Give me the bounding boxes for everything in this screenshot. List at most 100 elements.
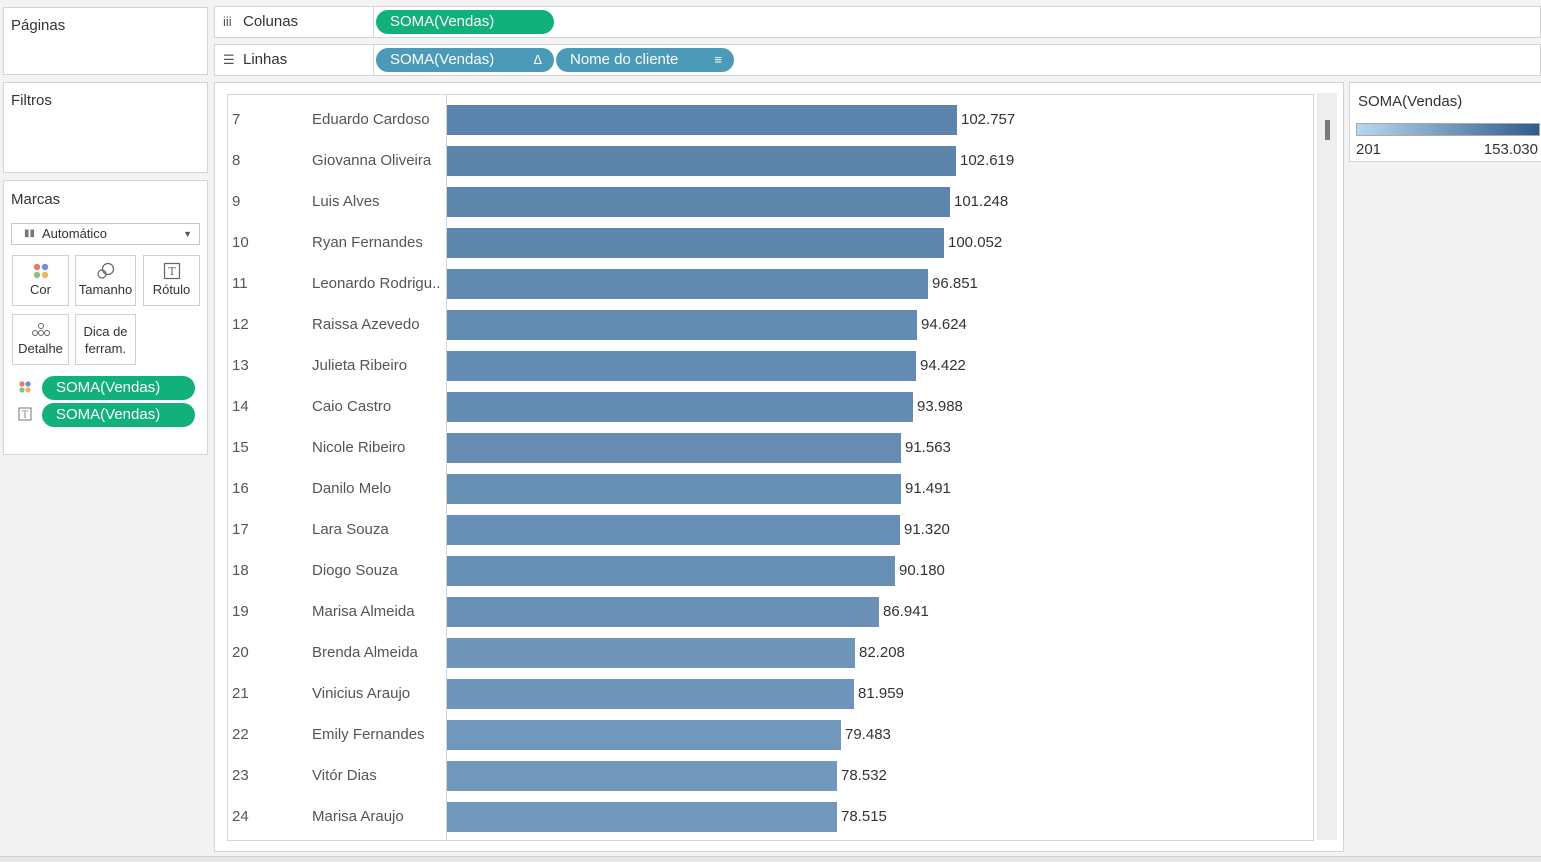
bar-value-label: 101.248 bbox=[954, 193, 1009, 210]
rows-pill-sales-text: SOMA(Vendas) bbox=[390, 51, 495, 68]
svg-text:T: T bbox=[168, 265, 176, 278]
bar-mark[interactable] bbox=[447, 187, 950, 217]
rows-pill-customer[interactable]: Nome do cliente ≡ bbox=[556, 48, 734, 72]
bar-mark[interactable] bbox=[447, 679, 854, 709]
columns-shelf[interactable]: iii Colunas SOMA(Vendas) bbox=[214, 6, 1541, 38]
row-index: 16 bbox=[232, 480, 249, 497]
bar-mark[interactable] bbox=[447, 597, 879, 627]
columns-icon: iii bbox=[223, 14, 232, 29]
size-icon bbox=[76, 262, 135, 282]
bar-value-label: 79.483 bbox=[845, 726, 891, 743]
bar-mark[interactable] bbox=[447, 761, 837, 791]
customer-name-label[interactable]: Marisa Almeida bbox=[312, 603, 415, 620]
mark-field-label[interactable]: T SOMA(Vendas) bbox=[17, 403, 203, 427]
row-index: 10 bbox=[232, 234, 249, 251]
mark-type-select[interactable]: ▮▮ Automático ▼ bbox=[11, 223, 200, 245]
rows-pill-sales[interactable]: SOMA(Vendas) Δ bbox=[376, 48, 554, 72]
bar-value-label: 93.988 bbox=[917, 398, 963, 415]
bar-value-label: 82.208 bbox=[859, 644, 905, 661]
bar-mark[interactable] bbox=[447, 474, 901, 504]
bar-mark[interactable] bbox=[447, 269, 928, 299]
color-icon bbox=[17, 380, 33, 396]
legend-max-label: 153.030 bbox=[1483, 141, 1538, 158]
row-index: 23 bbox=[232, 767, 249, 784]
label-field-pill[interactable]: SOMA(Vendas) bbox=[42, 403, 195, 427]
legend-title: SOMA(Vendas) bbox=[1358, 93, 1463, 110]
customer-name-label[interactable]: Nicole Ribeiro bbox=[312, 439, 406, 456]
customer-name-label[interactable]: Eduardo Cardoso bbox=[312, 111, 430, 128]
bar-value-label: 94.624 bbox=[921, 316, 967, 333]
customer-name-label[interactable]: Raissa Azevedo bbox=[312, 316, 420, 333]
row-index: 18 bbox=[232, 562, 249, 579]
tooltip-button[interactable]: Dica de ferram. bbox=[75, 314, 136, 365]
bar-value-label: 94.422 bbox=[920, 357, 966, 374]
rows-shelf[interactable]: ☰ Linhas SOMA(Vendas) Δ Nome do cliente … bbox=[214, 44, 1541, 76]
customer-name-label[interactable]: Emily Fernandes bbox=[312, 726, 425, 743]
row-index: 11 bbox=[232, 275, 248, 292]
label-button[interactable]: T Rótulo bbox=[143, 255, 200, 306]
bar-mark[interactable] bbox=[447, 433, 901, 463]
customer-name-label[interactable]: Vitór Dias bbox=[312, 767, 377, 784]
svg-text:T: T bbox=[22, 411, 28, 421]
columns-label-text: Colunas bbox=[243, 13, 299, 30]
pages-panel[interactable]: Páginas bbox=[3, 7, 208, 75]
filters-panel[interactable]: Filtros bbox=[3, 82, 208, 173]
bar-mark[interactable] bbox=[447, 638, 855, 668]
color-field-pill[interactable]: SOMA(Vendas) bbox=[42, 376, 195, 400]
label-button-label: Rótulo bbox=[152, 282, 191, 297]
detail-button-label: Detalhe bbox=[18, 341, 63, 356]
row-index: 9 bbox=[232, 193, 241, 210]
size-button-label: Tamanho bbox=[78, 282, 133, 297]
bar-mark[interactable] bbox=[447, 802, 837, 832]
color-legend[interactable]: SOMA(Vendas) 201 153.030 bbox=[1349, 82, 1541, 162]
detail-icon bbox=[13, 321, 68, 341]
pages-title: Páginas bbox=[11, 17, 66, 34]
rows-icon: ☰ bbox=[223, 52, 235, 67]
customer-name-label[interactable]: Diogo Souza bbox=[312, 562, 398, 579]
customer-name-label[interactable]: Marisa Araujo bbox=[312, 808, 404, 825]
customer-name-label[interactable]: Julieta Ribeiro bbox=[312, 357, 408, 374]
detail-button[interactable]: Detalhe bbox=[12, 314, 69, 365]
tooltip-button-label: Dica de ferram. bbox=[83, 324, 128, 356]
vertical-scrollbar[interactable] bbox=[1317, 93, 1337, 840]
bar-value-label: 102.757 bbox=[961, 111, 1016, 128]
bar-mark[interactable] bbox=[447, 105, 957, 135]
bar-mark[interactable] bbox=[447, 515, 900, 545]
color-button[interactable]: Cor bbox=[12, 255, 69, 306]
bar-value-label: 78.515 bbox=[841, 808, 887, 825]
customer-name-label[interactable]: Leonardo Rodrigu.. bbox=[312, 275, 441, 292]
bar-mark[interactable] bbox=[447, 146, 956, 176]
size-button[interactable]: Tamanho bbox=[75, 255, 136, 306]
bar-mark[interactable] bbox=[447, 351, 916, 381]
rows-label-text: Linhas bbox=[243, 51, 288, 68]
bar-mark[interactable] bbox=[447, 392, 913, 422]
bar-value-label: 100.052 bbox=[948, 234, 1003, 251]
customer-name-label[interactable]: Luis Alves bbox=[312, 193, 380, 210]
customer-name-label[interactable]: Giovanna Oliveira bbox=[312, 152, 432, 169]
bar-mark[interactable] bbox=[447, 720, 841, 750]
customer-name-label[interactable]: Lara Souza bbox=[312, 521, 389, 538]
bar-value-label: 86.941 bbox=[883, 603, 929, 620]
row-index: 24 bbox=[232, 808, 249, 825]
row-index: 17 bbox=[232, 521, 249, 538]
row-index: 12 bbox=[232, 316, 249, 333]
row-index: 20 bbox=[232, 644, 249, 661]
mark-type-value: Automático bbox=[42, 226, 108, 241]
customer-name-label[interactable]: Caio Castro bbox=[312, 398, 392, 415]
bar-mark[interactable] bbox=[447, 228, 944, 258]
row-index: 21 bbox=[232, 685, 249, 702]
scrollbar-thumb[interactable] bbox=[1325, 120, 1330, 140]
bar-mark[interactable] bbox=[447, 556, 895, 586]
customer-name-label[interactable]: Brenda Almeida bbox=[312, 644, 418, 661]
bar-mark[interactable] bbox=[447, 310, 917, 340]
columns-shelf-label: iii Colunas bbox=[215, 7, 374, 37]
row-index: 14 bbox=[232, 398, 249, 415]
chart-view[interactable]: 7 Eduardo Cardoso 102.757 8 Giovanna Oliveir… bbox=[214, 82, 1344, 852]
customer-name-label[interactable]: Vinicius Araujo bbox=[312, 685, 411, 702]
marks-card: Marcas ▮▮ Automático ▼ Cor Tamanho T Rót… bbox=[3, 180, 208, 455]
customer-name-label[interactable]: Ryan Fernandes bbox=[312, 234, 423, 251]
mark-field-color[interactable]: SOMA(Vendas) bbox=[17, 376, 203, 400]
marks-title: Marcas bbox=[11, 191, 61, 208]
customer-name-label[interactable]: Danilo Melo bbox=[312, 480, 392, 497]
columns-pill[interactable]: SOMA(Vendas) bbox=[376, 10, 554, 34]
